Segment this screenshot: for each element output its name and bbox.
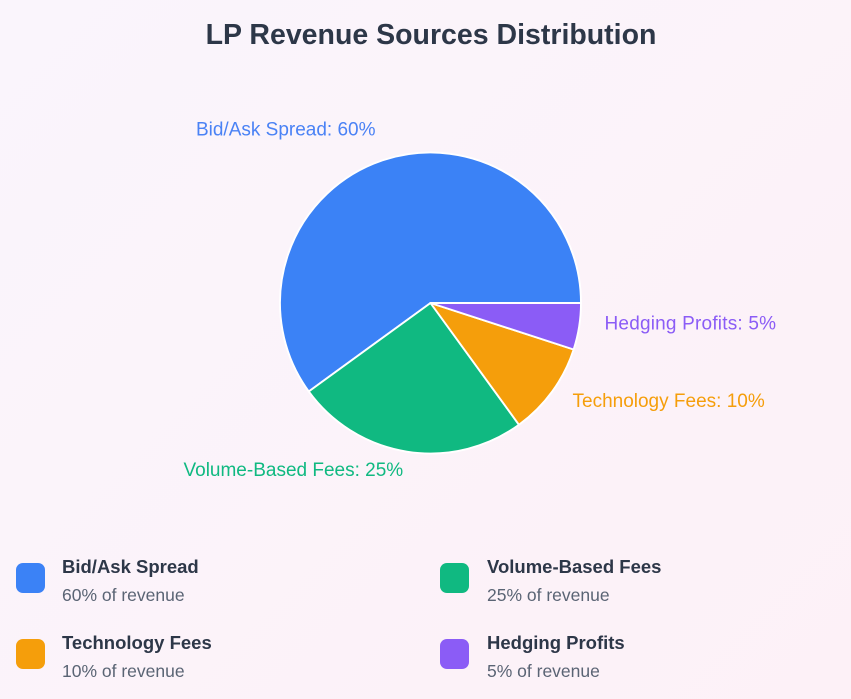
svg-text:Technology Fees: 10%: Technology Fees: 10% xyxy=(573,391,765,412)
svg-text:Volume-Based Fees: 25%: Volume-Based Fees: 25% xyxy=(184,460,404,481)
svg-text:Hedging Profits: 5%: Hedging Profits: 5% xyxy=(605,314,777,335)
svg-text:Bid/Ask Spread: 60%: Bid/Ask Spread: 60% xyxy=(196,120,376,141)
